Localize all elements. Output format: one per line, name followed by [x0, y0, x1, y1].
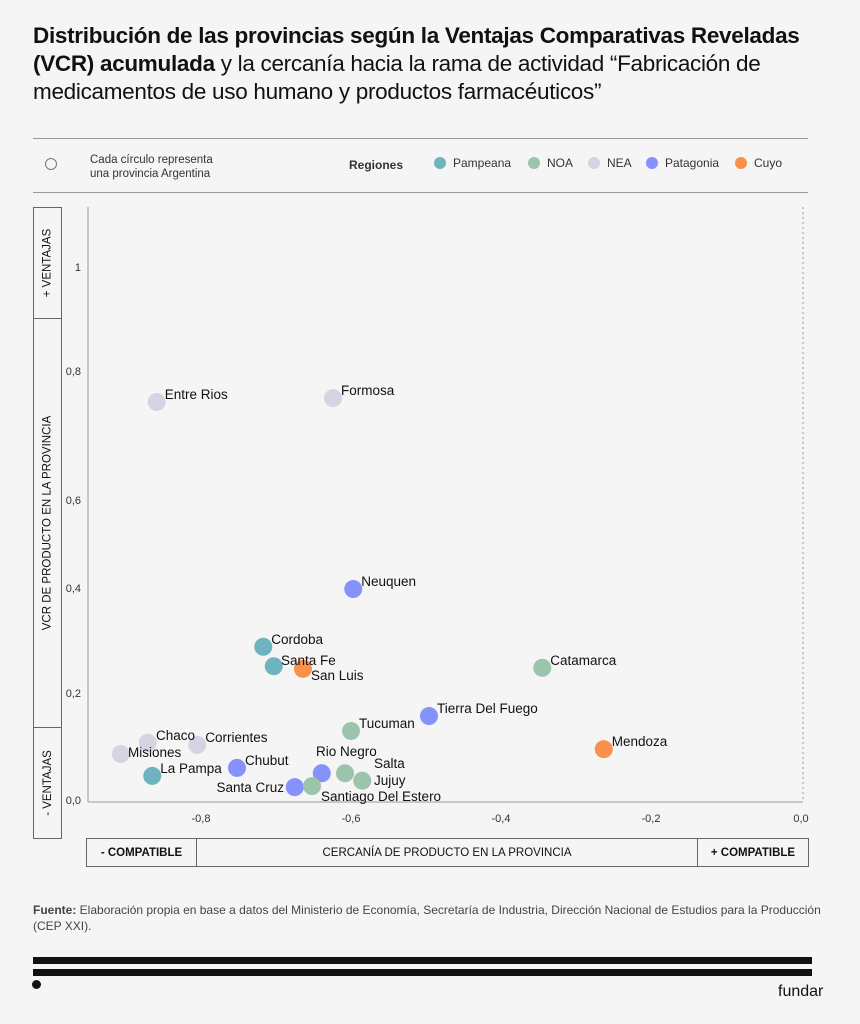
legend-swatch — [434, 157, 446, 169]
x-tick-label: -0,4 — [492, 813, 511, 825]
y-tick-label: 0,2 — [66, 688, 81, 700]
point-entre-rios — [147, 392, 166, 411]
legend-note-line: Cada círculo representa — [90, 154, 213, 166]
legend-note: Cada círculo representa una provincia Arg… — [90, 153, 213, 181]
y-bottom-label-box: - VENTAJAS — [33, 727, 62, 839]
source-text: Elaboración propia en base a datos del M… — [33, 903, 821, 933]
legend-item-noa: NOA — [528, 156, 573, 170]
chart-title: Distribución de las provincias según la … — [33, 22, 833, 106]
point-label: Santa Fe — [281, 653, 336, 668]
point-santa-cruz — [285, 778, 304, 797]
y-tick-label: 0,0 — [66, 795, 81, 807]
point-cordoba — [254, 637, 273, 656]
point-label: Tierra Del Fuego — [437, 701, 538, 716]
title-bold: Distribución de las provincias según la … — [33, 23, 800, 76]
brand-logo: fundar — [778, 983, 824, 1000]
divider — [33, 192, 808, 193]
point-chubut — [228, 758, 246, 777]
x-right-label: + COMPATIBLE — [710, 846, 796, 859]
legend-label: Pampeana — [453, 156, 512, 170]
point-corrientes — [188, 735, 207, 754]
brand-bar — [33, 969, 812, 976]
point-label: Jujuy — [374, 773, 406, 788]
circle-icon — [45, 158, 57, 170]
legend-item-pampeana: Pampeana — [434, 156, 511, 170]
point-label: Santiago Del Estero — [321, 789, 441, 804]
point-label: Misiones — [128, 745, 182, 760]
point-catamarca — [533, 658, 552, 677]
point-label: Formosa — [341, 383, 395, 398]
legend-label: Cuyo — [754, 156, 783, 170]
legend-item-patagonia: Patagonia — [646, 156, 719, 170]
x-axis-label-box: CERCANÍA DE PRODUCTO EN LA PROVINCIA — [196, 838, 698, 867]
x-left-label-box: - COMPATIBLE — [86, 838, 197, 867]
legend-swatch — [588, 157, 600, 169]
point-label: Entre Rios — [165, 387, 228, 402]
point-misiones — [111, 744, 130, 763]
point-tierra-del-fuego — [420, 707, 438, 726]
source-note: Fuente: Elaboración propia en base a dat… — [33, 902, 823, 934]
legend-item-nea: NEA — [588, 156, 632, 170]
legend-note-line: una provincia Argentina — [90, 168, 211, 180]
point-label: Santa Cruz — [216, 780, 284, 795]
y-tick-label: 0,8 — [66, 366, 81, 378]
x-tick-label: -0,6 — [342, 813, 361, 825]
point-salta — [336, 764, 354, 783]
point-jujuy — [353, 771, 372, 790]
x-axis-label: CERCANÍA DE PRODUCTO EN LA PROVINCIA — [322, 846, 572, 859]
point-rio-negro — [312, 764, 331, 783]
point-santiago-del-estero — [303, 777, 321, 796]
legend-swatch — [528, 157, 540, 169]
point-san-luis — [294, 659, 312, 678]
x-tick-label: 0,0 — [793, 813, 808, 825]
title-rest: y la cercanía hacia la rama de actividad… — [33, 51, 761, 104]
point-label: Corrientes — [205, 730, 268, 745]
legend-item-cuyo: Cuyo — [735, 156, 782, 170]
point-mendoza — [594, 740, 613, 759]
point-label: Neuquen — [361, 574, 416, 589]
point-tucuman — [342, 721, 360, 740]
point-label: Chaco — [156, 728, 195, 743]
point-formosa — [324, 389, 342, 408]
y-tick-label: 1 — [75, 262, 81, 274]
point-chaco — [138, 733, 157, 752]
point-label: San Luis — [311, 668, 364, 683]
source-label: Fuente: — [33, 903, 77, 917]
point-label: Catamarca — [550, 653, 617, 668]
legend-label: NEA — [607, 156, 632, 170]
point-la-pampa — [143, 766, 162, 785]
point-label: Tucuman — [359, 716, 415, 731]
x-tick-label: -0,8 — [192, 813, 211, 825]
x-tick-label: -0,2 — [642, 813, 661, 825]
brand-bar — [33, 957, 812, 964]
legend-label: NOA — [547, 156, 574, 170]
point-label: Chubut — [245, 753, 289, 768]
point-label: Salta — [374, 756, 405, 771]
x-right-label-box: + COMPATIBLE — [697, 838, 809, 867]
y-tick-label: 0,6 — [66, 495, 81, 507]
point-neuquen — [344, 580, 363, 599]
x-left-label: - COMPATIBLE — [100, 846, 183, 859]
legend-swatch — [646, 157, 658, 169]
brand-dot — [32, 980, 41, 989]
y-tick-label: 0,4 — [66, 583, 81, 595]
point-label: Mendoza — [612, 734, 668, 749]
divider — [33, 138, 808, 139]
legend-label: Patagonia — [665, 156, 720, 170]
point-label: Rio Negro — [316, 744, 377, 759]
legend-title: Regiones — [349, 158, 404, 172]
legend-swatch — [735, 157, 747, 169]
point-label: La Pampa — [160, 761, 222, 776]
point-santa-fe — [264, 657, 283, 676]
point-label: Cordoba — [271, 632, 323, 647]
